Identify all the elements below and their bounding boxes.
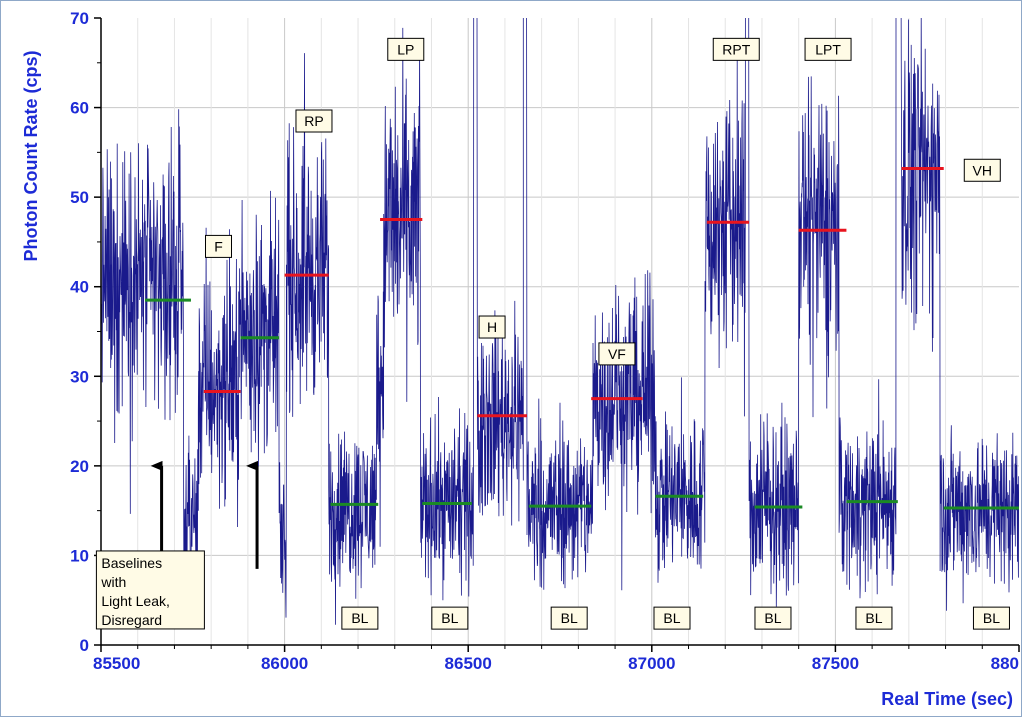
annotation-bl: BL <box>431 606 469 630</box>
annotation-lp: LP <box>387 37 425 61</box>
y-tick-label: 60 <box>70 99 89 118</box>
annotation-box <box>295 109 333 133</box>
x-tick-label: 880 <box>991 654 1019 673</box>
annotation-bl: BL <box>754 606 792 630</box>
annotation-box <box>855 606 893 630</box>
annotation-lpt: LPT <box>804 37 852 61</box>
annotation-box <box>550 606 588 630</box>
annotation-label: LPT <box>815 41 841 57</box>
annotation-box <box>205 234 233 258</box>
annotation-f: F <box>205 234 233 258</box>
callout-line: with <box>100 574 126 590</box>
trace-series <box>101 18 1019 625</box>
annotation-box <box>963 158 1001 182</box>
x-tick-label: 86500 <box>445 654 492 673</box>
annotation-label: F <box>214 238 223 254</box>
annotation-vh: VH <box>963 158 1001 182</box>
annotation-box <box>653 606 691 630</box>
annotation-box <box>341 606 379 630</box>
light-leak-callout: Baselines with Light Leak, Disregard <box>95 460 259 630</box>
x-axis-title: Real Time (sec) <box>881 689 1013 709</box>
callout-line: Baselines <box>101 555 162 571</box>
annotation-bl: BL <box>972 606 1010 630</box>
annotation-box <box>431 606 469 630</box>
y-tick-label: 30 <box>70 367 89 386</box>
x-tick-label: 87500 <box>812 654 859 673</box>
annotation-rp: RP <box>295 109 333 133</box>
annotation-bl: BL <box>653 606 691 630</box>
annotations: LP RP F H VF RPT LPT VH BL BL BL BL BL BL BL <box>205 37 1010 630</box>
annotation-label: BL <box>764 610 781 626</box>
annotation-box <box>754 606 792 630</box>
x-tick-label: 86000 <box>261 654 308 673</box>
y-tick-label: 10 <box>70 546 89 565</box>
y-tick-label: 50 <box>70 188 89 207</box>
y-tick-label: 20 <box>70 457 89 476</box>
y-tick-label: 0 <box>80 636 89 655</box>
x-tick-label: 85500 <box>93 654 140 673</box>
x-tick-label: 87000 <box>628 654 675 673</box>
tick-labels: 0 10 20 30 40 50 60 70 85500 86000 86500 87000 87500… <box>70 9 1019 673</box>
annotation-vf: VF <box>598 342 636 366</box>
annotation-label: H <box>487 319 497 335</box>
annotation-box <box>387 37 425 61</box>
mean-lines <box>145 166 1019 510</box>
annotation-label: BL <box>865 610 882 626</box>
annotation-rpt: RPT <box>712 37 760 61</box>
annotation-box <box>712 37 760 61</box>
photon-count-trace <box>101 18 1019 625</box>
annotation-label: BL <box>561 610 578 626</box>
annotation-bl: BL <box>550 606 588 630</box>
annotation-bl: BL <box>341 606 379 630</box>
callout-box <box>95 550 205 630</box>
annotation-label: BL <box>983 610 1000 626</box>
annotation-label: VF <box>608 346 626 362</box>
annotation-label: BL <box>441 610 458 626</box>
annotation-box <box>478 315 506 339</box>
annotation-bl: BL <box>855 606 893 630</box>
annotation-label: BL <box>351 610 368 626</box>
annotation-box <box>598 342 636 366</box>
axes <box>94 17 1020 652</box>
annotation-label: RP <box>304 113 323 129</box>
annotation-label: RPT <box>722 41 750 57</box>
callout-line: Disregard <box>101 612 162 628</box>
annotation-label: LP <box>397 41 414 57</box>
annotation-label: BL <box>663 610 680 626</box>
y-axis-title: Photon Count Rate (cps) <box>21 51 41 262</box>
annotation-box <box>972 606 1010 630</box>
annotation-box <box>804 37 852 61</box>
y-tick-label: 70 <box>70 9 89 28</box>
callout-line: Light Leak, <box>101 593 169 609</box>
annotation-label: VH <box>973 162 992 178</box>
annotation-h: H <box>478 315 506 339</box>
y-tick-label: 40 <box>70 278 89 297</box>
